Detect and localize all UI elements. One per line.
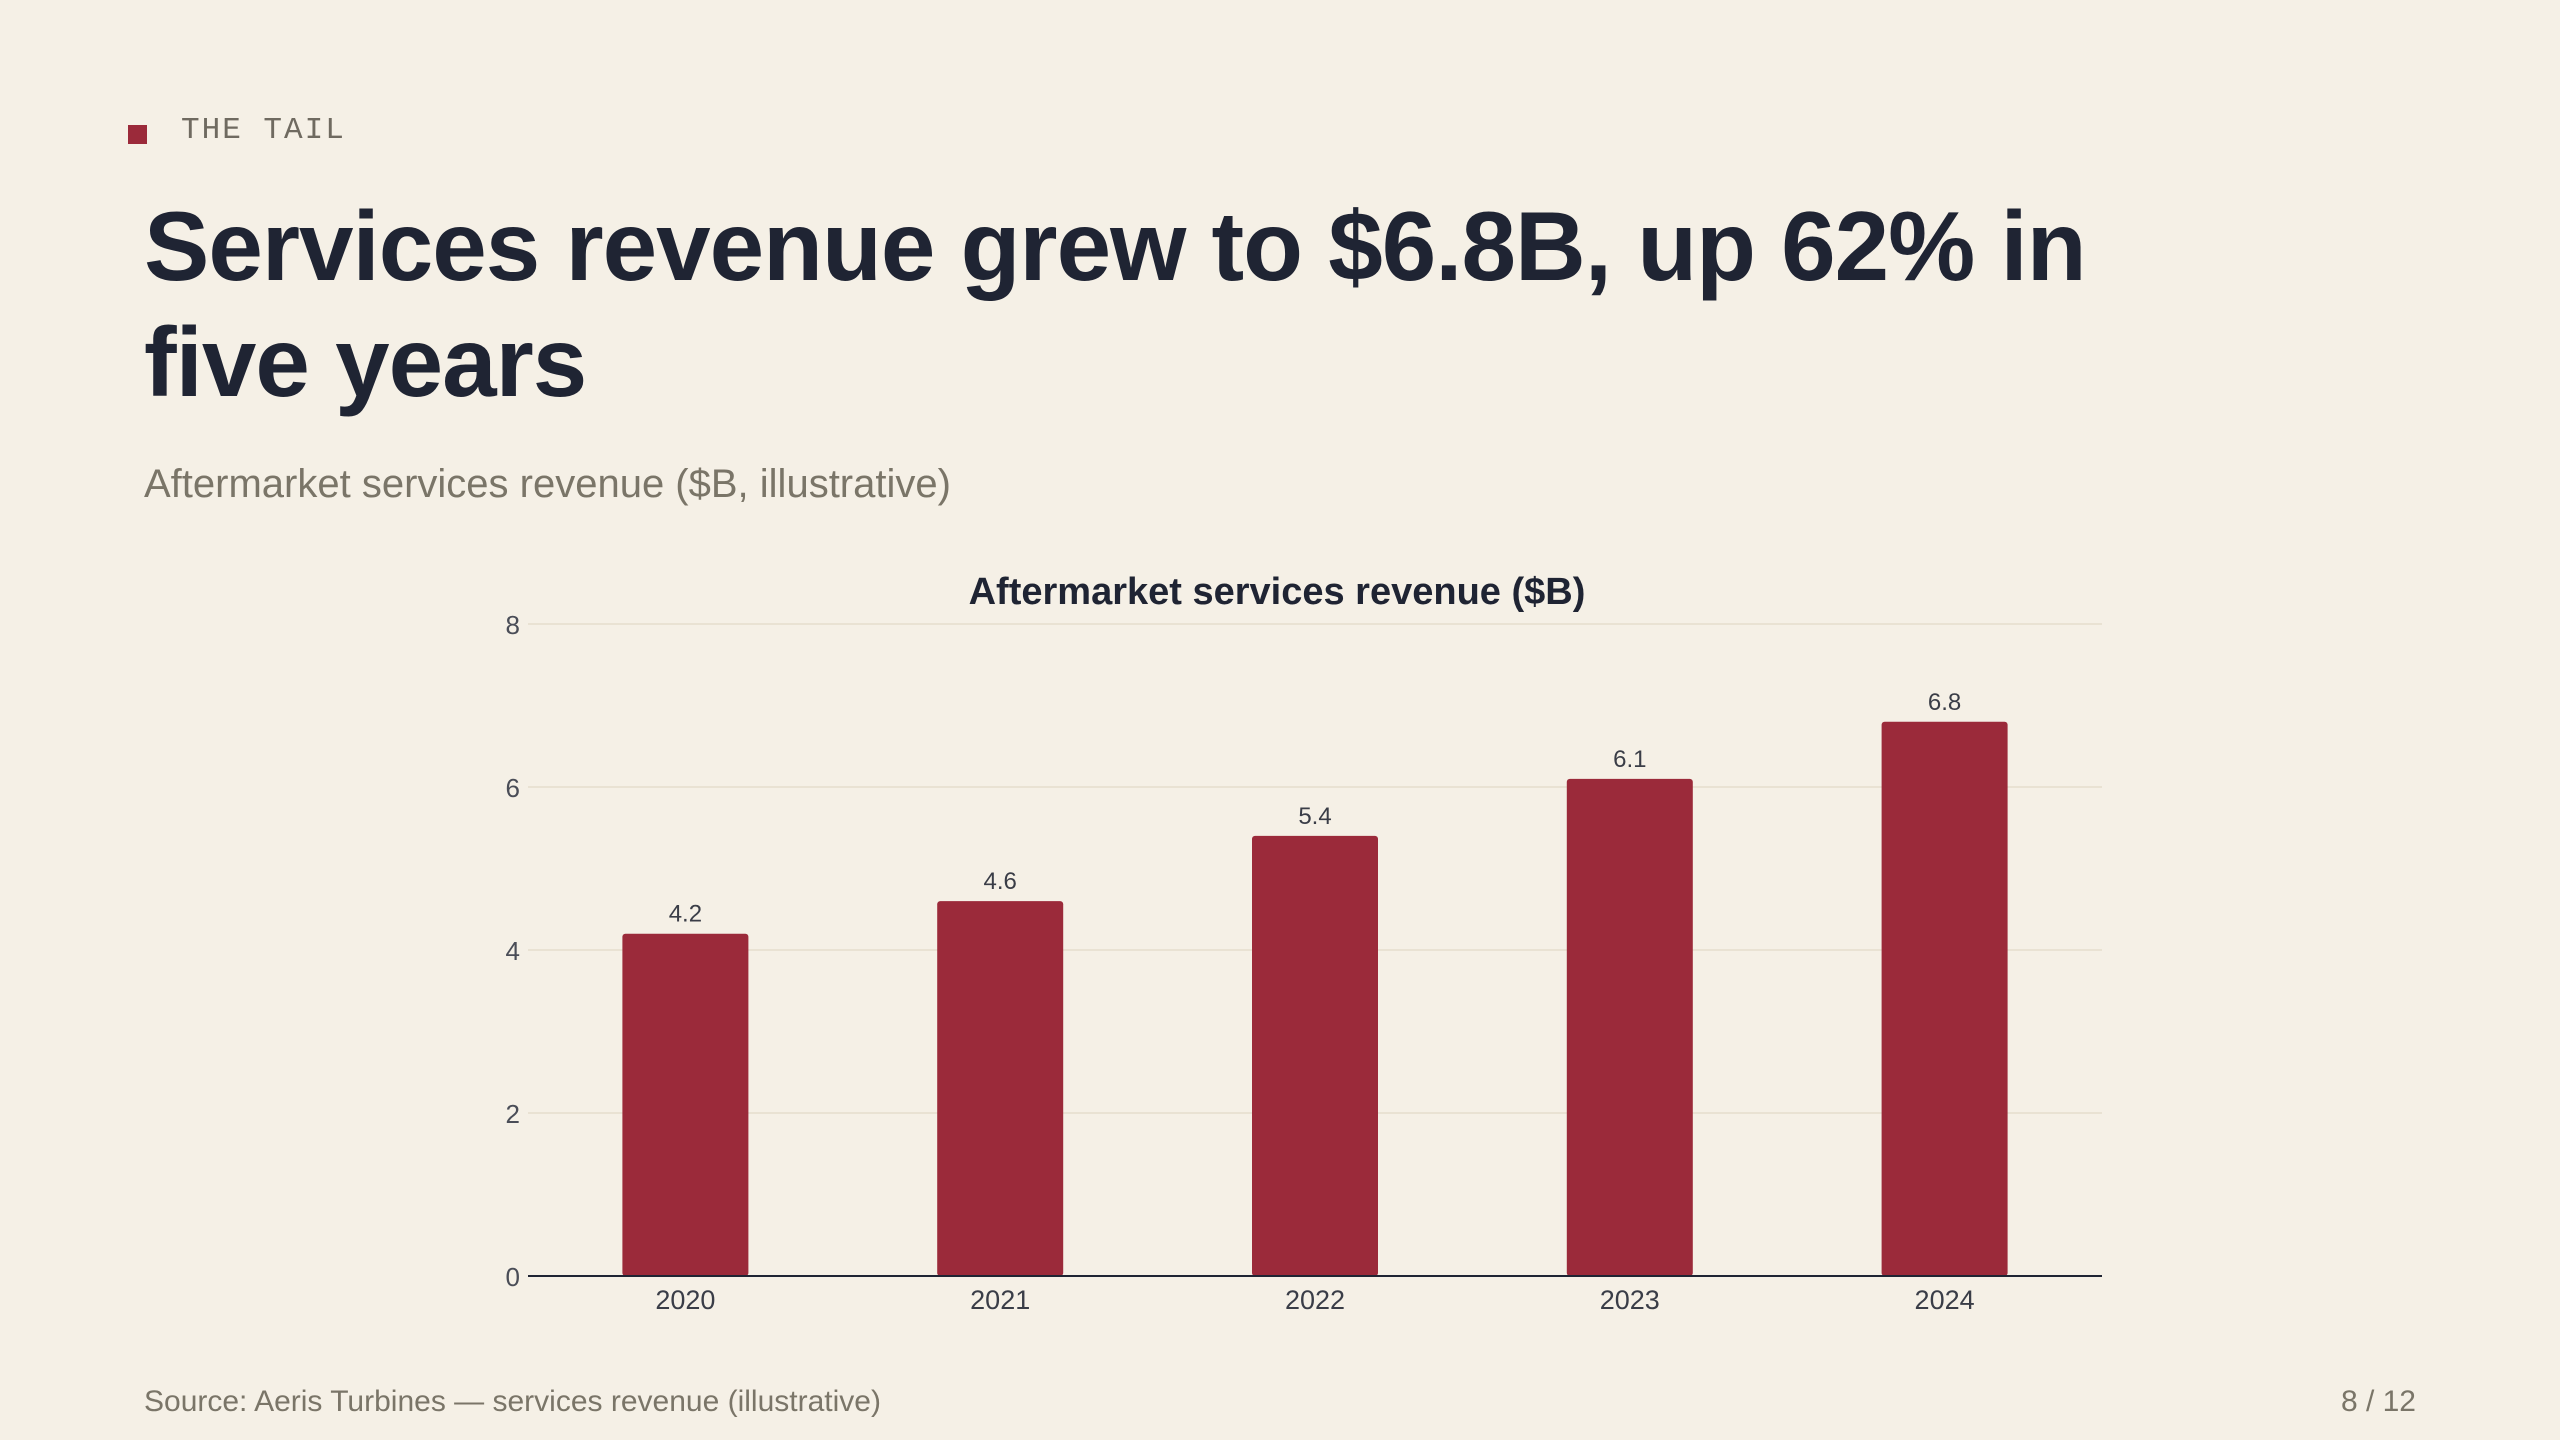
y-tick-label: 6 bbox=[506, 773, 520, 803]
x-tick-label: 2024 bbox=[1915, 1285, 1975, 1315]
x-tick-label: 2020 bbox=[655, 1285, 715, 1315]
y-tick-label: 2 bbox=[506, 1099, 520, 1129]
y-tick-label: 0 bbox=[506, 1262, 520, 1292]
x-tick-label: 2022 bbox=[1285, 1285, 1345, 1315]
kicker-square-icon bbox=[128, 124, 147, 144]
bars bbox=[622, 721, 2008, 1276]
x-tick-label: 2023 bbox=[1600, 1285, 1660, 1315]
data-label: 6.1 bbox=[1613, 746, 1646, 773]
data-label: 5.4 bbox=[1298, 803, 1331, 830]
data-label: 4.6 bbox=[984, 868, 1017, 895]
y-tick-label: 4 bbox=[506, 936, 520, 966]
kicker-label: THE TAIL bbox=[181, 112, 346, 148]
data-label: 6.8 bbox=[1928, 689, 1961, 716]
bar-2022 bbox=[1252, 835, 1378, 1276]
chart-title: Aftermarket services revenue ($B) bbox=[969, 571, 1586, 613]
y-tick-label: 8 bbox=[506, 610, 520, 640]
bar-2020 bbox=[622, 933, 749, 1276]
x-tick-label: 2021 bbox=[970, 1285, 1030, 1315]
slide-headline: Services revenue grew to $6.8B, up 62% i… bbox=[144, 191, 2087, 417]
bar-2023 bbox=[1566, 778, 1693, 1276]
data-label: 4.2 bbox=[669, 901, 702, 928]
source-note: Source: Aeris Turbines — services revenu… bbox=[144, 1385, 881, 1418]
data-labels: 4.2 4.6 5.4 6.1 6.8 bbox=[669, 689, 1962, 928]
bar-2021 bbox=[937, 901, 1064, 1276]
section-kicker: THE TAIL bbox=[128, 112, 346, 148]
slide-subtitle: Aftermarket services revenue ($B, illust… bbox=[144, 462, 951, 506]
y-axis-ticks: 0 2 4 6 8 bbox=[506, 610, 520, 1292]
page-number: 8 / 12 bbox=[2340, 1385, 2416, 1418]
gridlines bbox=[528, 623, 2102, 1114]
x-axis-ticks: 2020 2021 2022 2023 2024 bbox=[655, 1285, 1974, 1315]
bar-2024 bbox=[1881, 721, 2008, 1276]
